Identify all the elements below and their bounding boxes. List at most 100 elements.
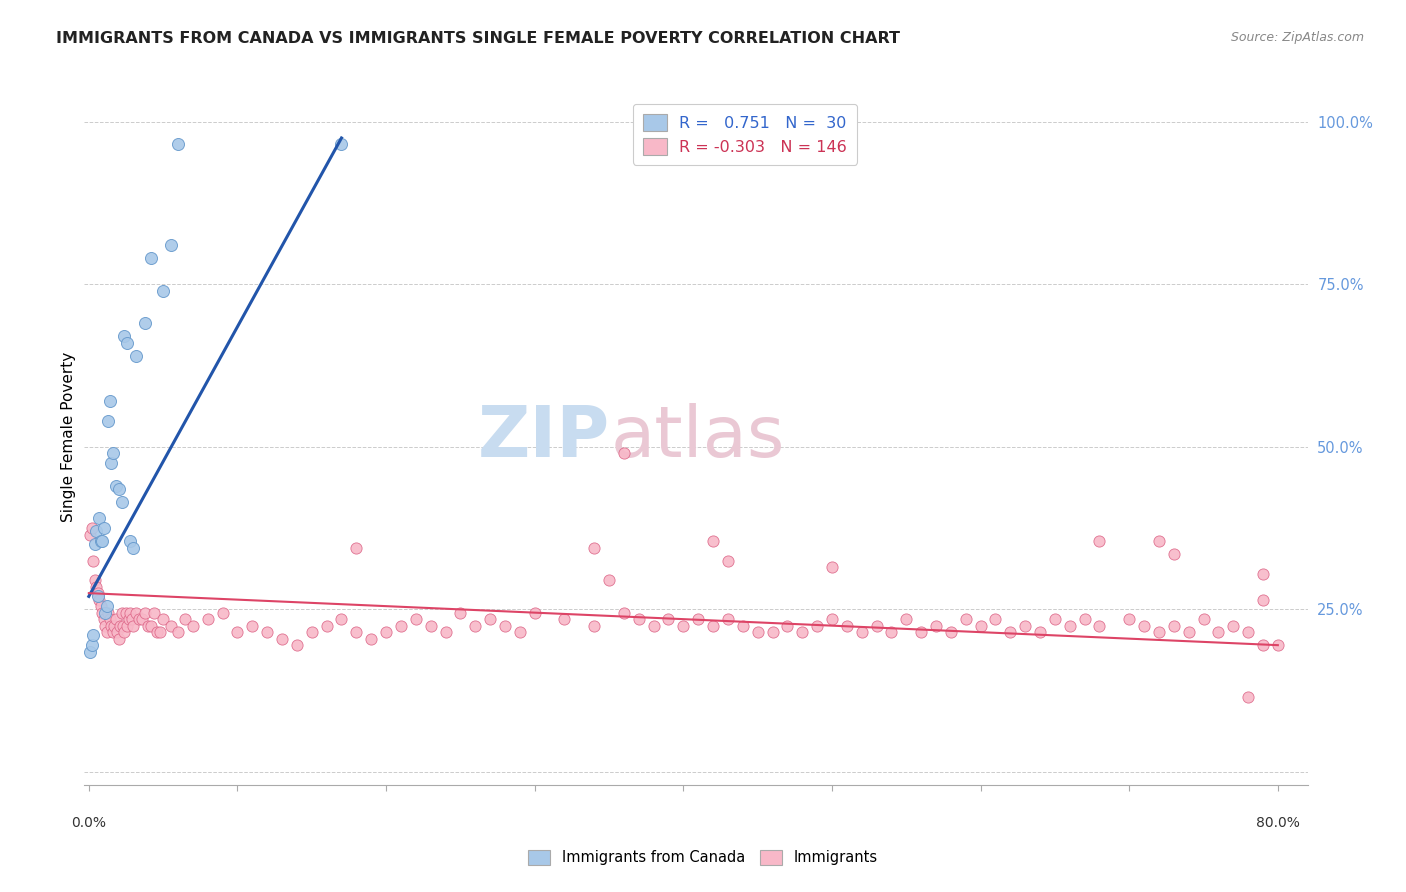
Point [167,625,190,640]
Point [211,606,233,620]
Point [835,618,858,632]
Point [1088,534,1111,549]
Point [174,612,197,626]
Point [152,612,174,626]
Point [464,618,486,632]
Point [344,625,367,640]
Point [1029,625,1052,640]
Point [1192,612,1215,626]
Point [851,625,873,640]
Point [1251,566,1274,581]
Text: Source: ZipAtlas.com: Source: ZipAtlas.com [1230,31,1364,45]
Point [761,625,783,640]
Point [118,612,141,626]
Point [87,586,110,600]
Point [1163,618,1185,632]
Point [256,625,278,640]
Point [583,618,606,632]
Point [792,625,814,640]
Point [1088,618,1111,632]
Point [93,521,115,535]
Point [90,534,112,549]
Point [688,612,710,626]
Point [84,580,107,594]
Point [330,612,353,626]
Point [1118,612,1140,626]
Point [419,618,441,632]
Point [1043,612,1066,626]
Point [925,618,948,632]
Point [149,625,172,640]
Point [107,482,129,496]
Point [128,612,150,626]
Point [240,618,263,632]
Point [89,511,111,525]
Text: 80.0%: 80.0% [1256,816,1299,830]
Point [271,632,294,646]
Point [120,534,142,549]
Point [523,606,546,620]
Point [285,638,308,652]
Point [141,618,163,632]
Point [747,625,769,640]
Text: atlas: atlas [610,402,785,472]
Point [939,625,962,640]
Point [134,316,156,330]
Point [1147,625,1170,640]
Point [91,606,114,620]
Text: 0.0%: 0.0% [72,816,107,830]
Point [89,592,111,607]
Point [101,625,124,640]
Point [197,612,219,626]
Point [101,446,124,460]
Point [613,606,636,620]
Point [136,618,159,632]
Point [115,606,138,620]
Point [125,349,148,363]
Point [114,625,136,640]
Point [776,618,799,632]
Point [94,618,117,632]
Point [97,414,120,428]
Point [97,606,120,620]
Point [103,618,125,632]
Point [108,618,131,632]
Point [141,252,163,266]
Point [152,284,174,298]
Point [449,606,471,620]
Point [613,446,636,460]
Point [1000,625,1022,640]
Point [702,534,724,549]
Point [1267,638,1289,652]
Point [910,625,932,640]
Point [117,335,139,350]
Point [125,606,148,620]
Point [110,495,132,509]
Point [880,625,903,640]
Point [131,612,153,626]
Point [360,632,382,646]
Point [94,606,117,620]
Point [315,618,337,632]
Point [717,612,740,626]
Point [98,612,121,626]
Point [82,628,104,642]
Point [111,618,134,632]
Point [110,606,132,620]
Point [583,541,606,555]
Point [121,612,143,626]
Point [955,612,977,626]
Point [134,606,156,620]
Point [509,625,531,640]
Point [969,618,991,632]
Point [1208,625,1230,640]
Point [104,479,127,493]
Point [731,618,754,632]
Point [90,599,112,614]
Point [146,625,169,640]
Point [821,612,844,626]
Point [96,599,118,614]
Point [344,541,367,555]
Point [100,618,122,632]
Point [87,590,110,604]
